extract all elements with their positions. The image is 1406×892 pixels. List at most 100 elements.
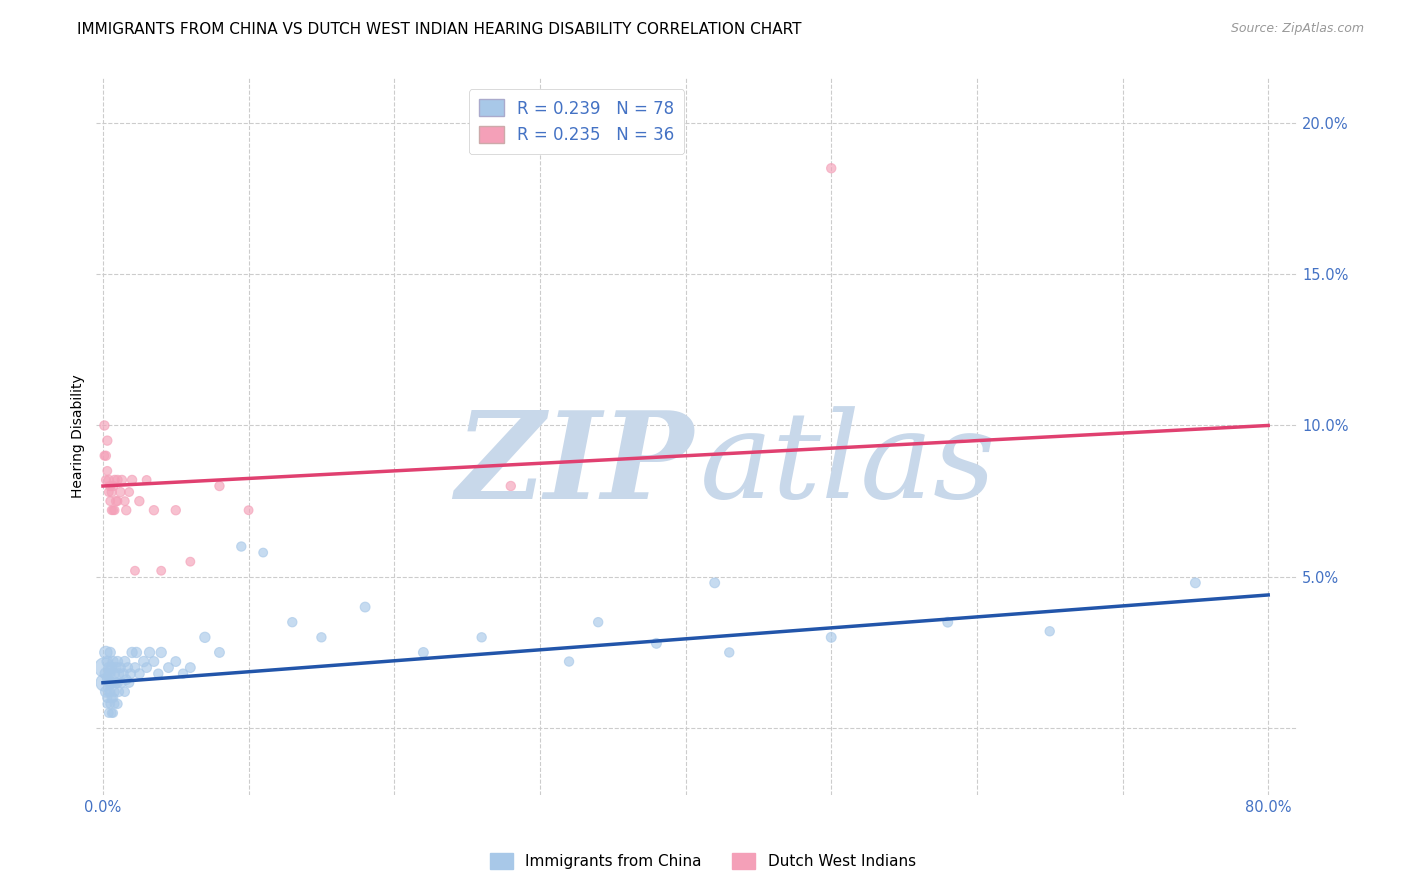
- Point: [124, 660, 146, 674]
- Point: [412, 645, 434, 659]
- Text: atlas: atlas: [700, 406, 997, 524]
- Point: [165, 655, 187, 669]
- Point: [125, 645, 148, 659]
- Point: [104, 666, 127, 681]
- Point: [97, 473, 120, 487]
- Point: [94, 666, 117, 681]
- Point: [100, 706, 122, 720]
- Point: [111, 675, 134, 690]
- Point: [107, 473, 129, 487]
- Point: [135, 660, 157, 674]
- Point: [111, 473, 134, 487]
- Point: [936, 615, 959, 630]
- Point: [112, 666, 135, 681]
- Point: [101, 706, 124, 720]
- Point: [172, 666, 194, 681]
- Legend: Immigrants from China, Dutch West Indians: Immigrants from China, Dutch West Indian…: [484, 847, 922, 875]
- Point: [142, 503, 165, 517]
- Point: [148, 666, 170, 681]
- Point: [97, 685, 120, 699]
- Point: [121, 645, 143, 659]
- Point: [98, 697, 121, 711]
- Point: [107, 675, 129, 690]
- Point: [97, 660, 120, 674]
- Point: [107, 655, 129, 669]
- Point: [97, 706, 120, 720]
- Point: [97, 675, 120, 690]
- Point: [94, 645, 117, 659]
- Point: [101, 503, 124, 517]
- Point: [96, 690, 118, 705]
- Point: [100, 690, 122, 705]
- Point: [208, 645, 231, 659]
- Point: [179, 555, 201, 569]
- Point: [98, 685, 121, 699]
- Point: [558, 655, 581, 669]
- Point: [135, 473, 157, 487]
- Point: [100, 485, 122, 500]
- Point: [114, 685, 136, 699]
- Point: [98, 675, 121, 690]
- Point: [101, 479, 124, 493]
- Point: [142, 655, 165, 669]
- Point: [703, 575, 725, 590]
- Point: [97, 485, 120, 500]
- Point: [101, 675, 124, 690]
- Point: [96, 434, 118, 448]
- Point: [100, 675, 122, 690]
- Y-axis label: Hearing Disability: Hearing Disability: [72, 375, 86, 498]
- Point: [114, 494, 136, 508]
- Point: [499, 479, 522, 493]
- Point: [471, 630, 494, 644]
- Point: [104, 685, 127, 699]
- Point: [718, 645, 741, 659]
- Point: [120, 666, 142, 681]
- Point: [107, 494, 129, 508]
- Point: [97, 666, 120, 681]
- Text: ZIP: ZIP: [454, 406, 693, 524]
- Point: [150, 645, 173, 659]
- Point: [110, 485, 132, 500]
- Point: [194, 630, 217, 644]
- Text: Source: ZipAtlas.com: Source: ZipAtlas.com: [1230, 22, 1364, 36]
- Point: [138, 645, 160, 659]
- Point: [128, 494, 150, 508]
- Point: [107, 697, 129, 711]
- Point: [115, 503, 138, 517]
- Point: [105, 675, 128, 690]
- Point: [121, 473, 143, 487]
- Point: [118, 675, 141, 690]
- Point: [238, 503, 260, 517]
- Point: [157, 660, 180, 674]
- Point: [311, 630, 333, 644]
- Point: [94, 473, 117, 487]
- Point: [96, 464, 118, 478]
- Point: [820, 161, 842, 176]
- Point: [117, 660, 139, 674]
- Point: [104, 503, 127, 517]
- Point: [231, 540, 253, 554]
- Point: [104, 473, 127, 487]
- Point: [110, 660, 132, 674]
- Point: [100, 660, 122, 674]
- Point: [98, 666, 121, 681]
- Point: [93, 449, 115, 463]
- Point: [179, 660, 201, 674]
- Legend: R = 0.239   N = 78, R = 0.235   N = 36: R = 0.239 N = 78, R = 0.235 N = 36: [468, 89, 685, 154]
- Point: [96, 655, 118, 669]
- Point: [98, 479, 121, 493]
- Point: [150, 564, 173, 578]
- Point: [96, 697, 118, 711]
- Point: [132, 655, 155, 669]
- Text: IMMIGRANTS FROM CHINA VS DUTCH WEST INDIAN HEARING DISABILITY CORRELATION CHART: IMMIGRANTS FROM CHINA VS DUTCH WEST INDI…: [77, 22, 801, 37]
- Point: [101, 690, 124, 705]
- Point: [165, 503, 187, 517]
- Point: [93, 418, 115, 433]
- Point: [93, 660, 115, 674]
- Point: [105, 660, 128, 674]
- Point: [586, 615, 609, 630]
- Point: [354, 600, 377, 615]
- Point: [281, 615, 304, 630]
- Point: [104, 697, 127, 711]
- Point: [118, 485, 141, 500]
